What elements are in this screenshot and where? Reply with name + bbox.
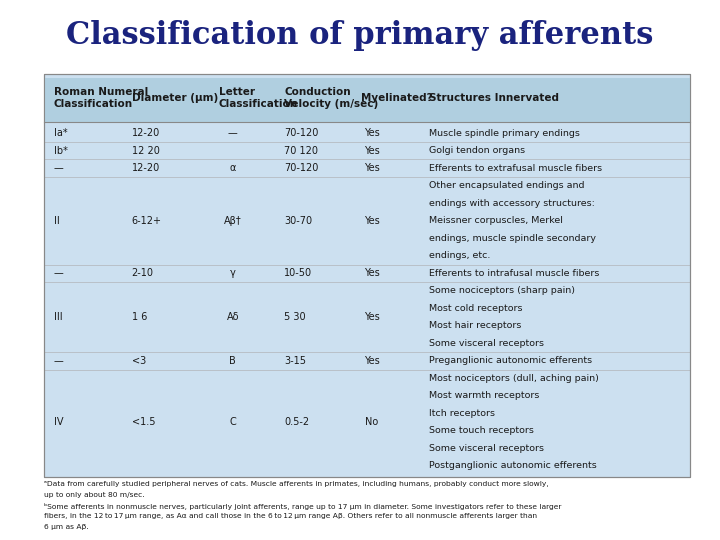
Text: 2-10: 2-10	[132, 268, 153, 278]
Text: Diameter (μm): Diameter (μm)	[132, 93, 218, 103]
Text: Meissner corpuscles, Merkel: Meissner corpuscles, Merkel	[429, 216, 562, 225]
Text: 30-70: 30-70	[284, 216, 312, 226]
Text: 0.5-2: 0.5-2	[284, 417, 310, 427]
Text: 10-50: 10-50	[284, 268, 312, 278]
Text: <3: <3	[132, 356, 146, 366]
Text: ᵃData from carefully studied peripheral nerves of cats. Muscle afferents in prim: ᵃData from carefully studied peripheral …	[44, 481, 549, 487]
Text: Yes: Yes	[364, 268, 379, 278]
Text: Most hair receptors: Most hair receptors	[429, 321, 521, 330]
Text: 5 30: 5 30	[284, 312, 306, 322]
Text: Itch receptors: Itch receptors	[429, 409, 495, 418]
FancyBboxPatch shape	[44, 74, 690, 477]
Text: Ia*: Ia*	[54, 128, 68, 138]
Text: B: B	[230, 356, 236, 366]
Text: Most warmth receptors: Most warmth receptors	[429, 392, 539, 400]
Text: Other encapsulated endings and: Other encapsulated endings and	[429, 181, 585, 190]
Text: 70-120: 70-120	[284, 128, 319, 138]
Text: III: III	[54, 312, 63, 322]
FancyBboxPatch shape	[44, 78, 690, 122]
Text: Some nociceptors (sharp pain): Some nociceptors (sharp pain)	[429, 286, 575, 295]
Text: Roman Numeral
Classification: Roman Numeral Classification	[54, 87, 148, 109]
Text: 3-15: 3-15	[284, 356, 306, 366]
Text: Yes: Yes	[364, 146, 379, 156]
Text: —: —	[228, 128, 238, 138]
Text: Postganglionic autonomic efferents: Postganglionic autonomic efferents	[429, 461, 597, 470]
Text: Aβ†: Aβ†	[224, 216, 242, 226]
Text: <1.5: <1.5	[132, 417, 155, 427]
Text: 70 120: 70 120	[284, 146, 318, 156]
Text: Yes: Yes	[364, 312, 379, 322]
Text: Some visceral receptors: Some visceral receptors	[429, 444, 544, 453]
Text: Most cold receptors: Most cold receptors	[429, 304, 522, 313]
Text: —: —	[54, 356, 63, 366]
Text: 6 μm as Aβ.: 6 μm as Aβ.	[44, 524, 89, 530]
Text: γ: γ	[230, 268, 235, 278]
Text: Yes: Yes	[364, 216, 379, 226]
Text: α: α	[230, 163, 236, 173]
Text: II: II	[54, 216, 60, 226]
Text: IV: IV	[54, 417, 63, 427]
Text: 70-120: 70-120	[284, 163, 319, 173]
Text: Structures Innervated: Structures Innervated	[429, 93, 559, 103]
Text: 12-20: 12-20	[132, 163, 160, 173]
Text: Yes: Yes	[364, 163, 379, 173]
Text: Efferents to extrafusal muscle fibers: Efferents to extrafusal muscle fibers	[429, 164, 602, 173]
Text: fibers, in the 12 to 17 μm range, as Aα and call those in the 6 to 12 μm range A: fibers, in the 12 to 17 μm range, as Aα …	[44, 514, 536, 519]
Text: endings with accessory structures:: endings with accessory structures:	[429, 199, 595, 208]
Text: 6-12+: 6-12+	[132, 216, 161, 226]
Text: endings, etc.: endings, etc.	[429, 251, 490, 260]
Text: 12 20: 12 20	[132, 146, 160, 156]
Text: Some visceral receptors: Some visceral receptors	[429, 339, 544, 348]
Text: Some touch receptors: Some touch receptors	[429, 427, 534, 435]
Text: 12-20: 12-20	[132, 128, 160, 138]
Text: Myelinated?: Myelinated?	[361, 93, 433, 103]
Text: No: No	[365, 417, 378, 427]
Text: Golgi tendon organs: Golgi tendon organs	[429, 146, 525, 155]
Text: Letter
Classification: Letter Classification	[219, 87, 298, 109]
Text: Muscle spindle primary endings: Muscle spindle primary endings	[429, 129, 580, 138]
Text: Yes: Yes	[364, 356, 379, 366]
Text: Most nociceptors (dull, aching pain): Most nociceptors (dull, aching pain)	[429, 374, 598, 383]
Text: Yes: Yes	[364, 128, 379, 138]
Text: Aδ: Aδ	[227, 312, 239, 322]
Text: Conduction
Velocity (m/sec): Conduction Velocity (m/sec)	[284, 87, 379, 109]
Text: ᵇSome afferents in nonmuscle nerves, particularly joint afferents, range up to 1: ᵇSome afferents in nonmuscle nerves, par…	[44, 503, 561, 510]
Text: —: —	[54, 163, 63, 173]
Text: 1 6: 1 6	[132, 312, 147, 322]
Text: up to only about 80 m/sec.: up to only about 80 m/sec.	[44, 492, 144, 498]
Text: endings, muscle spindle secondary: endings, muscle spindle secondary	[429, 234, 595, 243]
Text: C: C	[230, 417, 236, 427]
Text: —: —	[54, 268, 63, 278]
Text: Preganglionic autonomic efferents: Preganglionic autonomic efferents	[429, 356, 592, 366]
Text: Efferents to intrafusal muscle fibers: Efferents to intrafusal muscle fibers	[429, 269, 599, 278]
Text: Classification of primary afferents: Classification of primary afferents	[66, 20, 654, 51]
Text: Ib*: Ib*	[54, 146, 68, 156]
